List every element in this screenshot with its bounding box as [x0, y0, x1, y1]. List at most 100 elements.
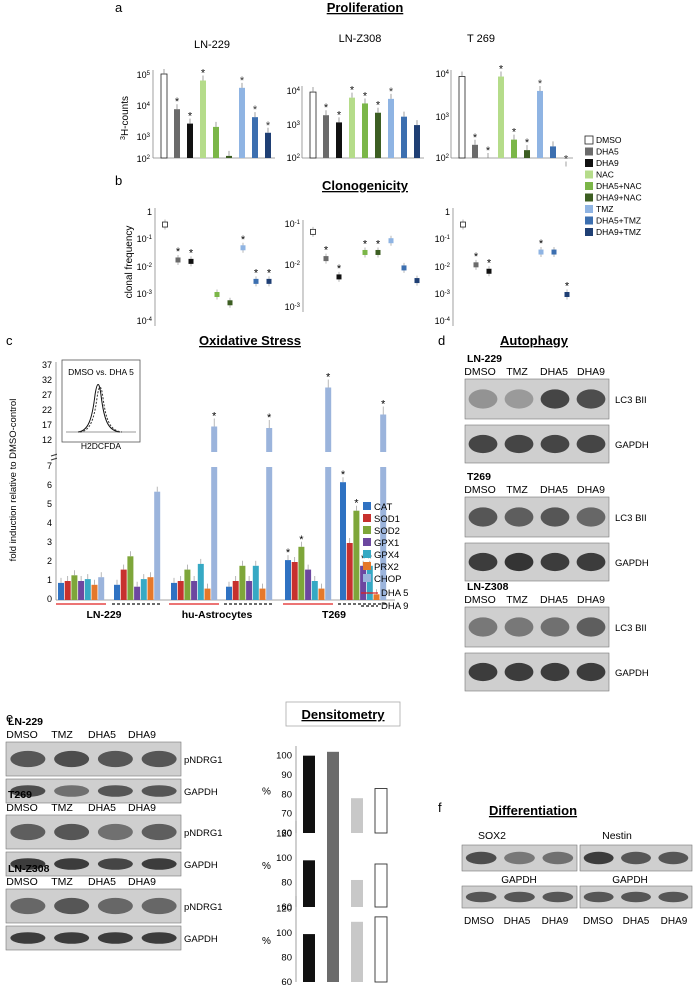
c-bar-prx2: [204, 588, 211, 600]
dens-unit: %: [262, 861, 271, 872]
a-bar-dha9-nac: [524, 150, 530, 158]
panel-a-ylabel: 3H-counts: [120, 96, 132, 140]
significance-star: *: [341, 469, 346, 481]
e-blot-gapdh-band: [54, 932, 90, 944]
dens-bar-dha9: [374, 863, 388, 908]
significance-star: *: [474, 251, 479, 263]
a3-tick-label: 102: [436, 153, 450, 163]
chart-a3-title: T 269: [467, 33, 495, 45]
dens-unit: %: [262, 787, 271, 798]
b-point-dha5: [175, 257, 181, 263]
b-point-dmso: [460, 221, 466, 228]
d-blot-top-band: [468, 507, 498, 527]
significance-star: *: [176, 246, 181, 258]
e-lane-label: DHA5: [88, 876, 116, 888]
a-bar-dha9: [336, 122, 342, 158]
e-band-label: GAPDH: [184, 787, 218, 798]
b-point-dha9: [486, 268, 492, 274]
d-blot-gapdh-band: [540, 662, 570, 682]
b-point-tmz: [240, 245, 246, 251]
panel-c-letter: c: [6, 333, 13, 348]
b-point-dha9-nac: [375, 249, 381, 255]
c-legend-swatch: [363, 550, 371, 558]
f-blot-sox2-band: [465, 851, 497, 865]
a-bar-dha9-nac: [226, 155, 232, 158]
c-bar-sod1: [64, 581, 71, 600]
a-bar-dha5-nac: [511, 139, 517, 158]
legend-swatch: [585, 170, 593, 179]
b-point-dha5-nac: [214, 292, 220, 297]
c-legend-label: CHOP: [374, 574, 401, 585]
c-bar-upper-chop: [325, 387, 332, 452]
panel-a-title: Proliferation: [327, 0, 404, 15]
dens-tick-label: 100: [276, 751, 292, 762]
a-bar-dha9: [187, 123, 193, 158]
d-blot-gapdh-band: [504, 552, 534, 572]
significance-star: *: [486, 145, 491, 157]
e-blot-top-band: [54, 750, 90, 768]
a-bar-dmso: [458, 76, 466, 159]
c-bar-cat: [58, 582, 64, 600]
c-lower-tick: 6: [47, 480, 52, 490]
c-bar-chop: [211, 467, 218, 600]
c-legend-label: SOD1: [374, 514, 400, 525]
f-band-label: GAPDH: [501, 875, 537, 886]
significance-star: *: [240, 75, 245, 87]
dens-tick-label: 80: [281, 789, 292, 800]
b-point-dha5-tmz: [401, 265, 407, 271]
f-blot-nestin-band: [583, 851, 614, 865]
significance-star: *: [376, 100, 381, 112]
a2-tick-label: 104: [287, 86, 301, 96]
b1-tick-label: 10-3: [137, 289, 153, 299]
a-bar-nac: [200, 80, 206, 158]
legend-label: DMSO: [596, 135, 622, 145]
f-blot-gapdh-2-band: [658, 891, 689, 903]
e-blot-top-band: [97, 750, 133, 768]
e-blot-top-band: [54, 823, 90, 841]
panel-b-title: Clonogenicity: [322, 178, 409, 193]
c-bar-gpx4: [197, 563, 204, 600]
legend-swatch: [585, 216, 593, 225]
b-point-dha9-nac: [227, 300, 233, 306]
significance-star: *: [499, 64, 504, 76]
significance-star: *: [266, 120, 271, 132]
c-bar-chop: [325, 467, 332, 600]
d-blot-top-band: [540, 507, 570, 527]
d-lane-label: DHA5: [540, 594, 568, 606]
d-blot-gapdh-band: [540, 434, 570, 454]
b3-tick-label: 10-1: [435, 234, 451, 244]
e-blot-gapdh-band: [97, 932, 133, 944]
c-upper-tick: 37: [42, 360, 52, 370]
c-bar-sod2: [127, 556, 134, 600]
f-blot-gapdh-1-band: [504, 891, 535, 903]
c-bar-chop: [98, 577, 105, 600]
f-blot-gapdh-1-band: [465, 891, 497, 903]
c-legend-label: SOD2: [374, 526, 400, 537]
d-blot-gapdh-band: [576, 662, 606, 682]
inset-histogram: DMSO vs. DHA 5 H2DCFDA: [61, 359, 141, 451]
legend-label: DHA9: [596, 158, 619, 168]
d-blot-gapdh-band: [504, 662, 534, 682]
significance-star: *: [376, 238, 381, 250]
f-lane-label: DHA9: [542, 916, 569, 927]
significance-star: *: [381, 399, 386, 411]
b1-tick-label: 1: [147, 207, 152, 217]
e-cell-line: LN-229: [8, 716, 43, 728]
dens-tick-label: 80: [281, 877, 292, 888]
b-point-dha9: [188, 258, 194, 264]
c-group-label: LN-229: [86, 609, 121, 621]
b1-tick-label: 10-4: [137, 316, 153, 326]
c-upper-tick: 17: [42, 420, 52, 430]
a-bar-tmz: [388, 98, 394, 158]
e-blot-top-band: [141, 750, 177, 768]
dens-tick-label: 70: [281, 809, 292, 820]
d-band-label: GAPDH: [615, 558, 649, 569]
a-bar-dha5-tmz: [401, 116, 407, 158]
significance-star: *: [241, 234, 246, 246]
d-cell-line: LN-229: [467, 353, 502, 365]
d-band-label: LC3 BII: [615, 395, 647, 406]
e-lane-label: DHA5: [88, 729, 116, 741]
legend-swatch: [585, 182, 593, 190]
c-legend-swatch: [363, 538, 371, 546]
